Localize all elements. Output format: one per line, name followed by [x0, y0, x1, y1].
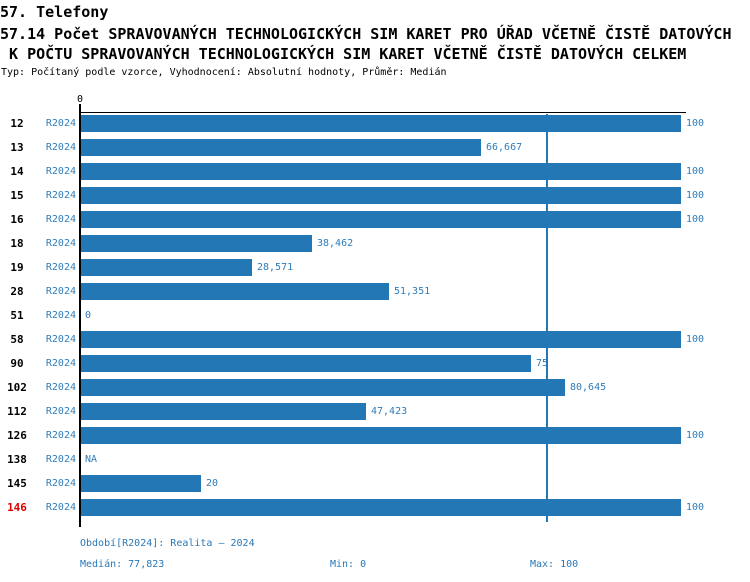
bar	[81, 211, 681, 228]
bar	[81, 499, 681, 516]
row-category-label: 51	[10, 309, 24, 322]
row-period-label: R2024	[45, 142, 76, 153]
row-period-label: R2024	[45, 190, 76, 201]
row-category-label: 146	[7, 501, 27, 514]
row-period-label: R2024	[45, 358, 76, 369]
footer-period-label: Období[R2024]: Realita – 2024	[80, 538, 255, 549]
row-category-label: 19	[10, 261, 24, 274]
row-category-label: 14	[10, 165, 24, 178]
bar	[81, 235, 312, 252]
median-reference-line	[546, 114, 548, 522]
bar-value-label: 100	[686, 214, 705, 225]
bar-value-label: 20	[206, 478, 219, 489]
section-title: 57. Telefony	[0, 3, 109, 21]
bar-value-label: NA	[85, 454, 98, 465]
chart-row: 112 R2024 47,423	[0, 403, 750, 420]
row-category-label: 28	[10, 285, 24, 298]
row-period-label: R2024	[45, 214, 76, 225]
bar-value-label: 100	[686, 118, 705, 129]
bar-value-label: 75	[536, 358, 549, 369]
footer-max-label: Max: 100	[530, 559, 579, 570]
x-axis-tick-label: 0	[76, 94, 84, 105]
row-category-label: 15	[10, 189, 24, 202]
bar-value-label: 51,351	[394, 286, 431, 297]
chart-row: 146 R2024 100	[0, 499, 750, 516]
bar	[81, 139, 481, 156]
bar	[81, 187, 681, 204]
bar-value-label: 80,645	[570, 382, 607, 393]
row-period-label: R2024	[45, 430, 76, 441]
bar-value-label: 100	[686, 190, 705, 201]
row-period-label: R2024	[45, 382, 76, 393]
chart-row: 58 R2024 100	[0, 331, 750, 348]
x-axis-line	[79, 112, 686, 113]
row-category-label: 90	[10, 357, 24, 370]
chart-row: 102 R2024 80,645	[0, 379, 750, 396]
bar-value-label: 100	[686, 166, 705, 177]
bar	[81, 403, 366, 420]
bar	[81, 331, 681, 348]
row-category-label: 13	[10, 141, 24, 154]
bar-value-label: 0	[85, 310, 92, 321]
chart-row: 13 R2024 66,667	[0, 139, 750, 156]
row-period-label: R2024	[45, 478, 76, 489]
bar-value-label: 100	[686, 430, 705, 441]
row-period-label: R2024	[45, 334, 76, 345]
row-period-label: R2024	[45, 502, 76, 513]
row-category-label: 18	[10, 237, 24, 250]
row-category-label: 145	[7, 477, 27, 490]
chart-title-line-2: K POČTU SPRAVOVANÝCH TECHNOLOGICKÝCH SIM…	[0, 45, 687, 63]
chart-row: 12 R2024 100	[0, 115, 750, 132]
row-category-label: 102	[7, 381, 27, 394]
row-period-label: R2024	[45, 286, 76, 297]
row-category-label: 16	[10, 213, 24, 226]
row-category-label: 12	[10, 117, 24, 130]
row-category-label: 58	[10, 333, 24, 346]
chart-row: 16 R2024 100	[0, 211, 750, 228]
footer-median-label: Medián: 77,823	[80, 559, 165, 570]
bar	[81, 355, 531, 372]
row-period-label: R2024	[45, 166, 76, 177]
chart-row: 90 R2024 75	[0, 355, 750, 372]
y-axis-line	[79, 104, 81, 527]
row-period-label: R2024	[45, 454, 76, 465]
chart-row: 145 R2024 20	[0, 475, 750, 492]
row-period-label: R2024	[45, 406, 76, 417]
row-category-label: 138	[7, 453, 27, 466]
bar-value-label: 38,462	[317, 238, 354, 249]
chart-row: 51 R2024 0	[0, 307, 750, 324]
bar	[81, 427, 681, 444]
chart-title-line-1: 57.14 Počet SPRAVOVANÝCH TECHNOLOGICKÝCH…	[0, 25, 732, 43]
row-category-label: 126	[7, 429, 27, 442]
chart-row: 28 R2024 51,351	[0, 283, 750, 300]
row-period-label: R2024	[45, 310, 76, 321]
bar	[81, 283, 389, 300]
bar-value-label: 47,423	[371, 406, 408, 417]
bar-value-label: 66,667	[486, 142, 523, 153]
bar-value-label: 28,571	[257, 262, 294, 273]
bar	[81, 475, 201, 492]
chart-row: 14 R2024 100	[0, 163, 750, 180]
bar	[81, 259, 252, 276]
bar	[81, 115, 681, 132]
footer-min-label: Min: 0	[330, 559, 367, 570]
row-period-label: R2024	[45, 238, 76, 249]
row-period-label: R2024	[45, 262, 76, 273]
chart-meta-line: Typ: Počítaný podle vzorce, Vyhodnocení:…	[1, 67, 447, 78]
chart-row: 19 R2024 28,571	[0, 259, 750, 276]
chart-row: 138 R2024 NA	[0, 451, 750, 468]
bar-value-label: 100	[686, 334, 705, 345]
chart-row: 126 R2024 100	[0, 427, 750, 444]
bar	[81, 163, 681, 180]
bar-value-label: 100	[686, 502, 705, 513]
row-period-label: R2024	[45, 118, 76, 129]
chart-row: 18 R2024 38,462	[0, 235, 750, 252]
row-category-label: 112	[7, 405, 27, 418]
chart-row: 15 R2024 100	[0, 187, 750, 204]
bar	[81, 379, 565, 396]
